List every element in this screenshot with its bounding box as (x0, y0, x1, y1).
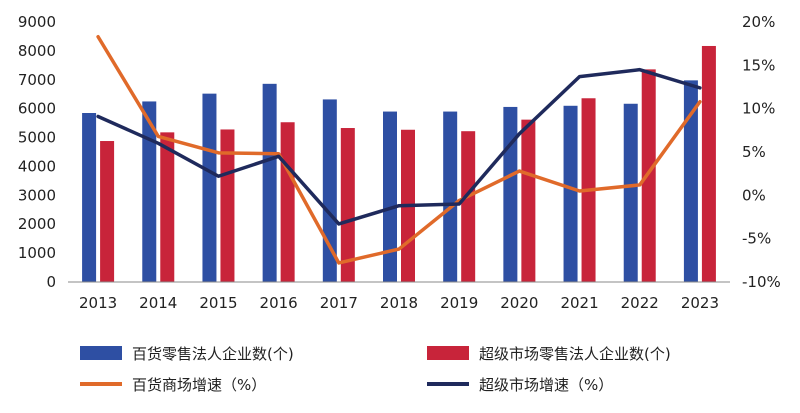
bar-supermarket-2019 (461, 131, 476, 282)
x-tick-label-2013: 2013 (79, 294, 117, 312)
legend-supermarket-count: 超级市场零售法人企业数(个) (427, 345, 671, 363)
legend-swatch (427, 346, 469, 360)
bar-department-store-2019 (443, 111, 458, 282)
line-department-store-growth (96, 34, 702, 265)
y-left-tick-label: 5000 (18, 129, 56, 147)
x-tick-label-2022: 2022 (621, 294, 659, 312)
y-right-tick-label: 15% (742, 56, 775, 74)
y-left-tick-label: 9000 (18, 13, 56, 31)
legend-label: 百货商场增速（%） (132, 376, 266, 394)
lines-layer (96, 34, 702, 265)
legend-department-store-count: 百货零售法人企业数(个) (80, 345, 294, 363)
bar-department-store-2018 (383, 111, 397, 282)
bar-department-store-2016 (262, 83, 277, 282)
y-left-tick-label: 6000 (18, 100, 56, 118)
legend-supermarket-growth: 超级市场增速（%） (427, 376, 613, 394)
axis-layer: 0 1000 2000 3000 4000 5000 6000 7000 8000 9000 -10… (18, 13, 781, 312)
x-tick-label-2014: 2014 (139, 294, 177, 312)
x-tick-label-2020: 2020 (500, 294, 538, 312)
legend-label: 超级市场零售法人企业数(个) (479, 345, 671, 363)
y-left-tick-label: 2000 (18, 215, 56, 233)
bar-department-store-2021 (563, 105, 578, 283)
y-left-tick-label: 3000 (18, 186, 56, 204)
x-tick-label-2016: 2016 (260, 294, 298, 312)
legend-label: 超级市场增速（%） (479, 376, 613, 394)
bar-supermarket-2016 (280, 122, 295, 282)
bar-department-store-2020 (503, 106, 518, 282)
x-tick-label-2018: 2018 (380, 294, 418, 312)
bar-department-store-2023 (683, 80, 698, 282)
y-right-tick-label: 20% (742, 13, 775, 31)
y-right-tick-label: 0% (742, 186, 766, 204)
bar-supermarket-2017 (340, 128, 355, 282)
legend-label: 百货零售法人企业数(个) (132, 345, 294, 363)
bar-supermarket-2023 (701, 45, 716, 282)
line-supermarket-growth (96, 67, 702, 226)
x-tick-label-2015: 2015 (199, 294, 237, 312)
bar-supermarket-2015 (220, 129, 235, 282)
bar-supermarket-2022 (641, 69, 656, 282)
bar-department-store-2017 (322, 99, 337, 282)
y-left-tick-label: 4000 (18, 157, 56, 175)
legend: 百货零售法人企业数(个) 超级市场零售法人企业数(个) 百货商场增速（%） 超级市场增… (80, 345, 671, 394)
y-right-tick-label: -10% (742, 273, 781, 291)
bar-department-store-2022 (623, 103, 638, 282)
bars-layer (82, 45, 716, 283)
bar-department-store-2014 (142, 101, 157, 282)
y-left-tick-label: 8000 (18, 42, 56, 60)
legend-department-store-growth: 百货商场增速（%） (80, 376, 266, 394)
bar-supermarket-2014 (160, 132, 175, 282)
legend-swatch (80, 346, 122, 360)
y-right-tick-label: 10% (742, 100, 775, 118)
x-tick-label-2021: 2021 (560, 294, 598, 312)
bar-department-store-2015 (202, 93, 217, 283)
y-right-tick-label: 5% (742, 143, 766, 161)
x-tick-label-2019: 2019 (440, 294, 478, 312)
x-tick-label-2017: 2017 (320, 294, 358, 312)
bar-supermarket-2013 (100, 141, 115, 282)
y-left-tick-label: 1000 (18, 244, 56, 262)
y-right-tick-label: -5% (742, 230, 771, 248)
bar-department-store-2013 (82, 113, 97, 282)
x-tick-label-2023: 2023 (681, 294, 719, 312)
y-left-tick-label: 0 (46, 273, 56, 291)
y-left-tick-label: 7000 (18, 71, 56, 89)
bar-supermarket-2020 (521, 119, 536, 283)
